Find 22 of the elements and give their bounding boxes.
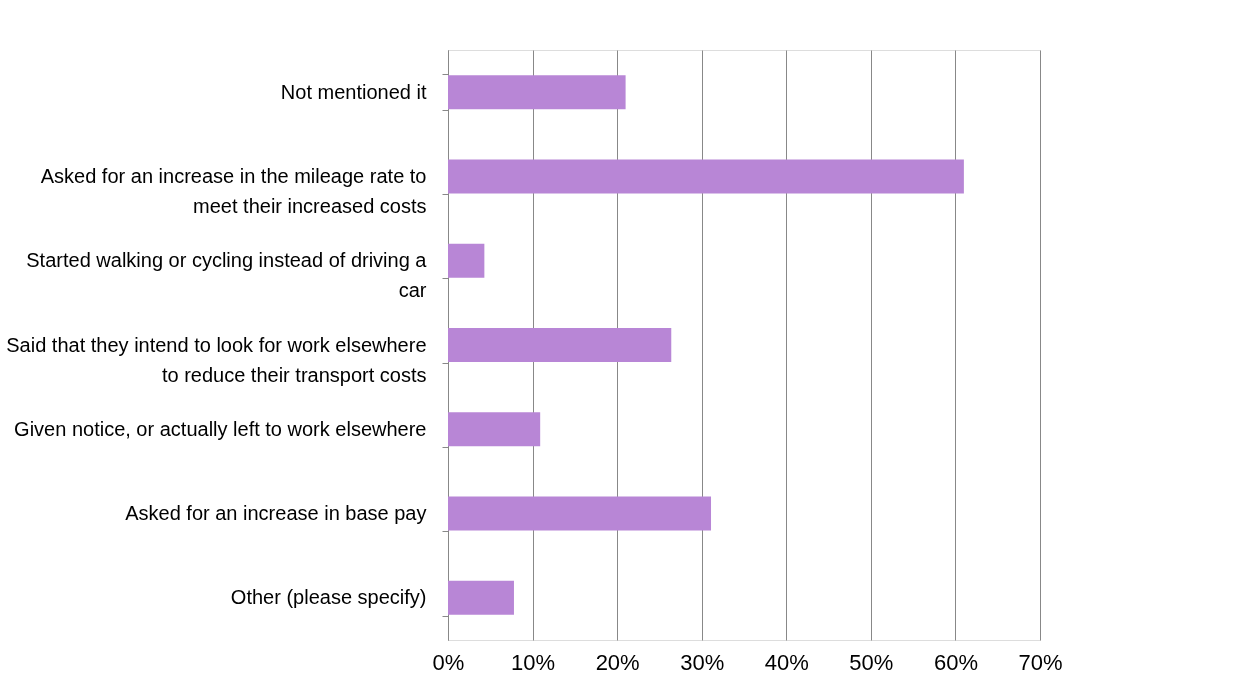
x-tick-label: 20%	[595, 649, 640, 675]
y-tick-label: Said that they intend to look for work elsewhere to reduce their transport costs	[6, 333, 427, 386]
y-tick-label: Asked for an increase in base pay	[125, 502, 427, 525]
bar	[448, 412, 541, 447]
x-tick-label: 10%	[511, 649, 556, 675]
bar	[448, 580, 514, 615]
y-tick-label: Other (please specify)	[230, 586, 427, 609]
bar	[448, 243, 485, 278]
x-tick-label: 30%	[680, 649, 725, 675]
x-tick-label: 50%	[849, 649, 894, 675]
x-tick-label: 0%	[432, 649, 465, 675]
bar	[448, 496, 712, 531]
y-tick-label: Asked for an increase in the mileage rate to meet their increased costs	[40, 164, 427, 217]
y-tick-label: Started walking or cycling instead of driving a car	[26, 249, 428, 302]
bar	[448, 159, 964, 194]
x-tick-label: 40%	[764, 649, 809, 675]
bar	[448, 75, 626, 110]
x-tick-label: 70%	[1018, 649, 1063, 675]
y-tick-label: Not mentioned it	[280, 80, 427, 103]
bar	[448, 328, 672, 362]
y-tick-label: Given notice, or actually left to work elsewhere	[14, 417, 427, 440]
x-tick-label: 60%	[933, 649, 978, 675]
